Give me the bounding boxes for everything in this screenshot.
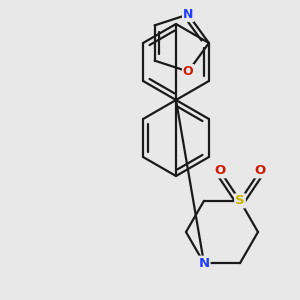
Text: N: N [183, 8, 194, 21]
Text: O: O [214, 164, 226, 177]
Text: N: N [198, 257, 210, 270]
Text: O: O [183, 65, 194, 78]
Text: S: S [235, 194, 245, 207]
Text: O: O [254, 164, 266, 177]
